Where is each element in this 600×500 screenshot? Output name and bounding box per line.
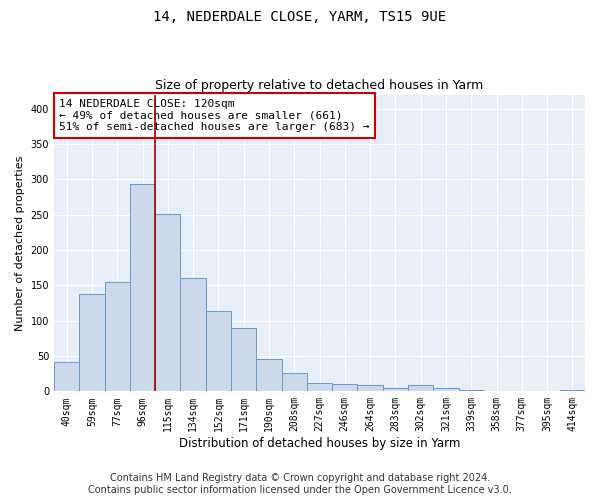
Bar [509, 390, 535, 392]
Bar [433, 388, 458, 392]
Bar [181, 278, 206, 392]
X-axis label: Distribution of detached houses by size in Yarm: Distribution of detached houses by size … [179, 437, 460, 450]
Bar [358, 385, 383, 392]
Text: 14, NEDERDALE CLOSE, YARM, TS15 9UE: 14, NEDERDALE CLOSE, YARM, TS15 9UE [154, 10, 446, 24]
Bar [307, 383, 332, 392]
Bar [206, 312, 231, 392]
Bar [408, 385, 433, 392]
Bar [54, 362, 79, 392]
Bar [383, 388, 408, 392]
Bar [155, 214, 181, 392]
Bar [79, 294, 104, 392]
Title: Size of property relative to detached houses in Yarm: Size of property relative to detached ho… [155, 79, 484, 92]
Bar [560, 390, 585, 392]
Bar [256, 359, 281, 392]
Bar [231, 328, 256, 392]
Y-axis label: Number of detached properties: Number of detached properties [15, 156, 25, 330]
Text: 14 NEDERDALE CLOSE: 120sqm
← 49% of detached houses are smaller (661)
51% of sem: 14 NEDERDALE CLOSE: 120sqm ← 49% of deta… [59, 99, 370, 132]
Bar [104, 282, 130, 392]
Bar [332, 384, 358, 392]
Bar [458, 390, 484, 392]
Bar [281, 373, 307, 392]
Bar [130, 184, 155, 392]
Text: Contains HM Land Registry data © Crown copyright and database right 2024.
Contai: Contains HM Land Registry data © Crown c… [88, 474, 512, 495]
Bar [484, 390, 509, 392]
Bar [535, 390, 560, 392]
